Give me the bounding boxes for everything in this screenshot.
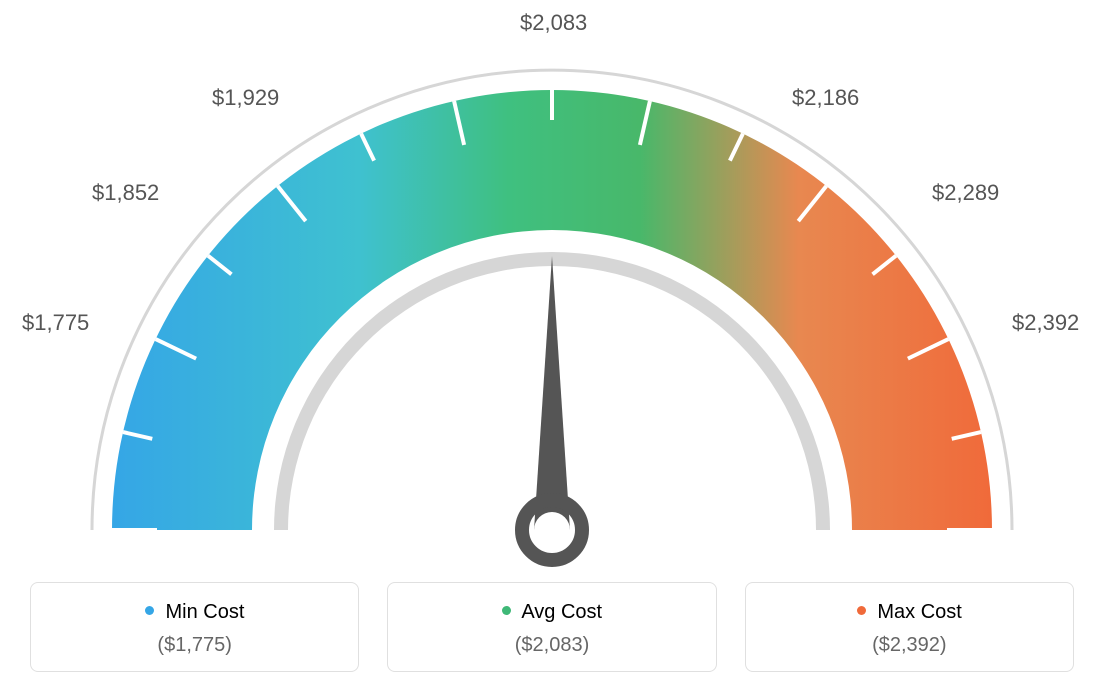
dot-icon bbox=[145, 606, 154, 615]
dot-icon bbox=[857, 606, 866, 615]
dot-icon bbox=[502, 606, 511, 615]
legend-value-min: ($1,775) bbox=[41, 634, 348, 657]
cost-gauge: $1,775 $1,852 $1,929 $2,083 $2,186 $2,289 $2,3… bbox=[22, 10, 1082, 560]
legend-value-avg: ($2,083) bbox=[398, 634, 705, 657]
legend-title-avg: Avg Cost bbox=[398, 601, 705, 624]
gauge-svg bbox=[22, 10, 1082, 570]
legend-label-avg: Avg Cost bbox=[521, 601, 602, 623]
gauge-tick-label: $1,852 bbox=[92, 180, 159, 206]
gauge-tick-label: $2,289 bbox=[932, 180, 999, 206]
legend-card-avg: Avg Cost ($2,083) bbox=[387, 582, 716, 672]
legend-title-max: Max Cost bbox=[756, 601, 1063, 624]
gauge-tick-label: $2,392 bbox=[1012, 310, 1079, 336]
legend-label-min: Min Cost bbox=[165, 601, 244, 623]
gauge-tick-label: $2,083 bbox=[520, 10, 587, 36]
legend-title-min: Min Cost bbox=[41, 601, 348, 624]
legend-value-max: ($2,392) bbox=[756, 634, 1063, 657]
legend-label-max: Max Cost bbox=[877, 601, 961, 623]
legend-card-max: Max Cost ($2,392) bbox=[745, 582, 1074, 672]
legend-row: Min Cost ($1,775) Avg Cost ($2,083) Max … bbox=[0, 582, 1104, 672]
gauge-tick-label: $2,186 bbox=[792, 85, 859, 111]
gauge-tick-label: $1,929 bbox=[212, 85, 279, 111]
gauge-tick-label: $1,775 bbox=[22, 310, 89, 336]
legend-card-min: Min Cost ($1,775) bbox=[30, 582, 359, 672]
